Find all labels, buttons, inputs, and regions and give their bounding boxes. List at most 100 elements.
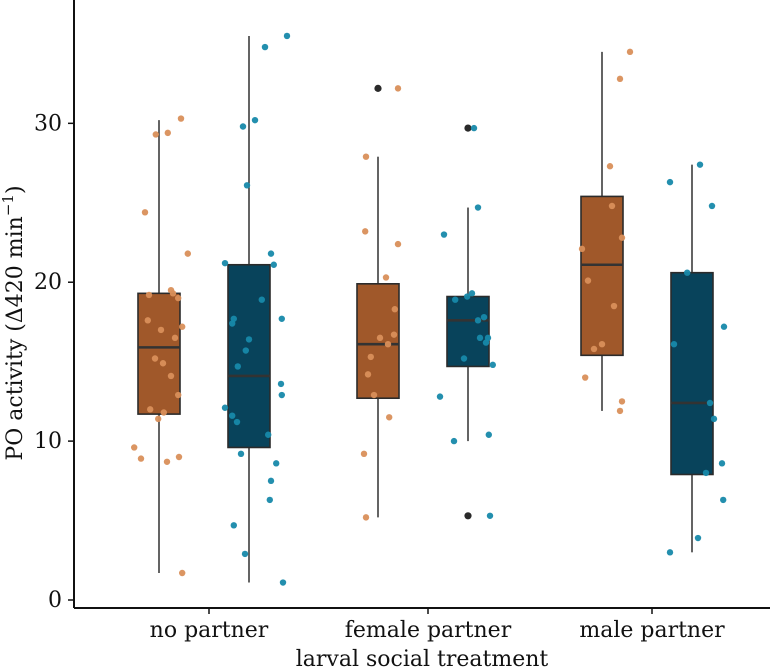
orange-data-point	[175, 453, 183, 461]
orange-data-point	[382, 274, 390, 281]
teal-data-point	[267, 250, 275, 257]
teal-data-point	[485, 431, 492, 438]
teal-data-point	[267, 477, 275, 485]
orange-box-group	[137, 120, 181, 573]
orange-data-point	[367, 353, 374, 361]
orange-data-point	[394, 85, 402, 92]
teal-data-point	[464, 293, 471, 300]
teal-data-point	[460, 355, 468, 362]
orange-data-point	[167, 372, 175, 380]
teal-data-point	[241, 550, 249, 558]
teal-data-point	[278, 391, 285, 399]
teal-data-point	[710, 415, 718, 423]
teal-data-point	[258, 296, 265, 303]
box-iqr	[137, 292, 181, 415]
box-iqr	[356, 283, 400, 400]
orange-data-point	[151, 355, 159, 362]
teal-data-point	[234, 363, 241, 370]
teal-data-point	[230, 522, 237, 529]
x-axis-title: larval social treatment	[296, 647, 549, 671]
orange-data-point	[155, 415, 162, 423]
teal-data-point	[279, 579, 287, 586]
orange-data-point	[184, 250, 191, 257]
teal-data-point	[266, 496, 273, 504]
orange-data-point	[390, 331, 398, 338]
orange-data-point	[163, 458, 171, 465]
orange-data-point	[618, 234, 626, 241]
teal-data-point	[489, 361, 496, 369]
orange-data-point	[145, 291, 153, 299]
teal-data-point	[470, 124, 478, 132]
orange-data-point	[364, 371, 372, 378]
teal-data-point	[237, 450, 245, 458]
teal-data-point	[474, 317, 482, 324]
orange-data-point	[582, 374, 589, 381]
orange-data-point	[616, 407, 624, 415]
y-tick-label: 10	[34, 429, 62, 454]
orange-data-point	[167, 286, 175, 294]
teal-data-point	[277, 380, 285, 388]
y-tick-label: 30	[34, 111, 62, 136]
box-iqr	[580, 195, 624, 357]
orange-data-point	[362, 228, 369, 235]
orange-data-point	[606, 163, 614, 170]
teal-data-point	[452, 296, 459, 303]
orange-data-point	[152, 131, 159, 138]
orange-data-point	[360, 450, 368, 458]
orange-data-point	[147, 406, 154, 413]
orange-data-point	[616, 75, 624, 83]
orange-data-point	[159, 360, 167, 367]
orange-data-point	[164, 129, 171, 137]
orange-data-point	[144, 317, 151, 324]
orange-data-point	[131, 444, 138, 451]
teal-data-point	[482, 339, 490, 346]
orange-box-group	[356, 84, 400, 518]
orange-data-point	[179, 569, 186, 577]
box-iqr	[446, 295, 490, 368]
teal-data-point	[261, 43, 269, 51]
teal-data-point	[476, 334, 484, 342]
y-axis-ticks: 0 10 20 30	[34, 111, 74, 613]
y-tick-label: 20	[34, 270, 62, 295]
teal-data-point	[666, 549, 674, 556]
teal-box-group	[670, 164, 714, 553]
teal-data-point	[251, 116, 259, 124]
teal-data-point	[242, 347, 249, 354]
x-tick-label: no partner	[150, 618, 269, 643]
orange-data-point	[618, 398, 626, 405]
teal-data-point	[684, 269, 691, 276]
teal-data-point	[270, 261, 277, 268]
orange-data-point	[384, 340, 392, 348]
y-axis-title-main: PO activity (	[3, 323, 28, 460]
x-axis-ticks: no partner female partner male partner	[150, 608, 725, 643]
x-tick-label: female partner	[345, 618, 512, 643]
orange-data-point	[175, 294, 182, 302]
teal-data-point	[273, 460, 280, 467]
orange-data-point	[610, 302, 618, 310]
orange-data-point	[171, 334, 179, 342]
orange-data-point	[584, 277, 592, 284]
teal-data-point	[670, 340, 678, 348]
teal-data-point	[694, 534, 702, 542]
teal-data-point	[666, 178, 674, 186]
outlier-point	[464, 512, 472, 520]
teal-data-point	[436, 393, 444, 400]
orange-data-point	[175, 391, 182, 399]
y-axis-title-delta: Δ420 min	[3, 216, 28, 323]
y-axis-title: PO activity (Δ420 min−1)	[0, 185, 28, 460]
orange-data-point	[137, 455, 145, 462]
box-iqr	[227, 263, 271, 449]
orange-data-point	[370, 391, 378, 399]
orange-data-point	[376, 334, 384, 342]
teal-data-point	[221, 404, 229, 411]
orange-data-point	[578, 245, 586, 253]
orange-data-point	[157, 326, 165, 334]
teal-data-point	[440, 231, 448, 238]
teal-data-point	[474, 204, 482, 211]
teal-data-point	[720, 496, 727, 504]
teal-box-group	[446, 124, 490, 520]
orange-data-point	[598, 340, 606, 348]
teal-data-point	[229, 412, 236, 419]
orange-data-point	[590, 345, 598, 353]
